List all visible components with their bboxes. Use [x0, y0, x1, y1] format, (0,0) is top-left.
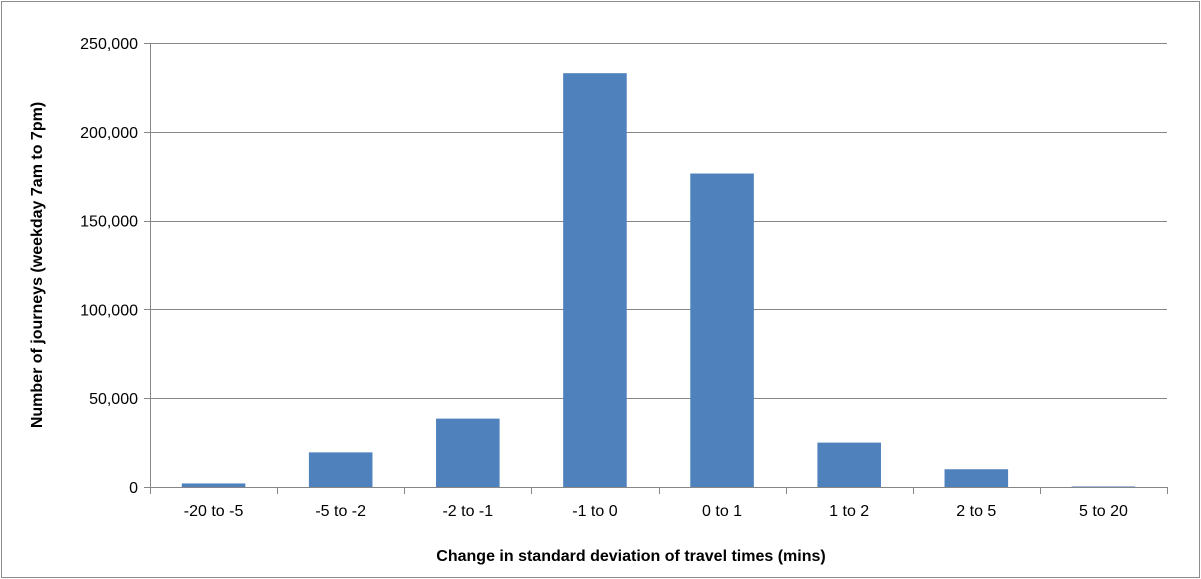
- bar: [944, 469, 1009, 487]
- gridlines: [150, 43, 1167, 399]
- x-axis-title: Change in standard deviation of travel t…: [436, 548, 825, 565]
- x-tick-label: -20 to -5: [184, 503, 244, 520]
- bar: [308, 452, 373, 487]
- y-tick-label: 150,000: [80, 214, 138, 231]
- bar: [563, 73, 627, 487]
- y-tick-label: 200,000: [80, 125, 138, 142]
- x-tick-label: 2 to 5: [956, 503, 996, 520]
- y-tick-label: 50,000: [89, 391, 138, 408]
- x-tick-label: 5 to 20: [1079, 503, 1128, 520]
- y-tick-label: 250,000: [80, 36, 138, 53]
- bar: [1071, 486, 1136, 488]
- bar: [181, 483, 246, 487]
- x-tick-label: -2 to -1: [442, 503, 493, 520]
- y-tick-label: 0: [129, 480, 138, 497]
- bar: [690, 173, 754, 487]
- x-tick-labels: -20 to -5 -5 to -2 -2 to -1 -1 to 0 0 to 1 1 …: [184, 503, 1128, 520]
- x-tick-label: -1 to 0: [572, 503, 617, 520]
- x-tick-label: -5 to -2: [315, 503, 366, 520]
- y-axis-title: Number of journeys (weekday 7am to 7pm): [29, 102, 46, 428]
- x-tick-label: 0 to 1: [702, 503, 742, 520]
- x-tick-label: 1 to 2: [829, 503, 869, 520]
- y-tick-labels: 0 50,000 100,000 150,000 200,000 250,000: [80, 36, 138, 497]
- axes: [144, 43, 1168, 494]
- bars: [181, 73, 1136, 488]
- y-tick-label: 100,000: [80, 302, 138, 319]
- bar: [817, 442, 881, 487]
- bar: [436, 418, 500, 487]
